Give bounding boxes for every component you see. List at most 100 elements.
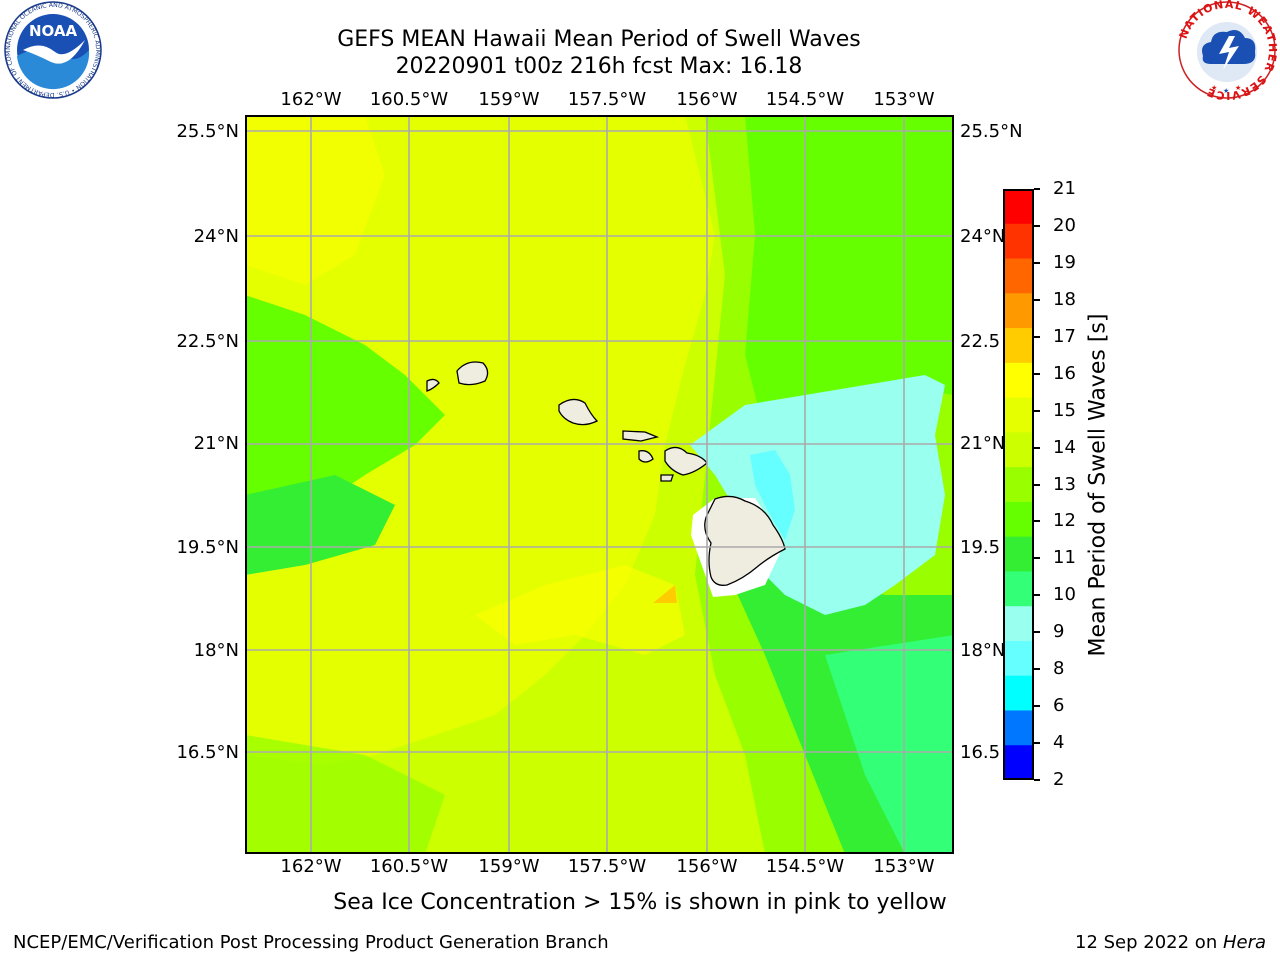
colorbar-tick-label: 21 <box>1053 178 1076 199</box>
colorbar-tick-mark <box>1034 520 1040 523</box>
island-hawaii <box>704 495 786 586</box>
lon-label-bottom: 156°W <box>676 856 738 877</box>
noaa-logo: NATIONAL OCEANIC AND ATMOSPHERIC ADMINIS… <box>0 0 103 100</box>
colorbar-tick-mark <box>1034 335 1040 338</box>
nws-logo: NATIONAL WEATHER SERVICE ★ ★ ★ <box>1177 0 1278 102</box>
lon-label-top: 160.5°W <box>369 89 449 110</box>
colorbar-tick-mark <box>1034 261 1040 264</box>
colorbar-tick-label: 4 <box>1053 732 1065 754</box>
colorbar-tick-mark <box>1034 372 1040 375</box>
colorbar-swatches <box>1003 189 1034 781</box>
colorbar-tick-mark <box>1034 298 1040 301</box>
colorbar-swatch <box>1003 745 1034 781</box>
colorbar-tick-label: 19 <box>1053 251 1076 273</box>
lat-label-left: 25.5°N <box>176 121 239 142</box>
colorbar-tick-label: 14 <box>1053 436 1076 458</box>
island-lanai <box>638 450 654 463</box>
colorbar-tick-mark <box>1034 668 1040 671</box>
sea-ice-caption: Sea Ice Concentration > 15% is shown in … <box>333 890 947 915</box>
colorbar-swatch <box>1003 362 1034 399</box>
colorbar-tick-label: 11 <box>1053 547 1076 569</box>
lat-label-left: 22.5°N <box>176 331 239 352</box>
lat-label-right: 18°N <box>960 640 1006 661</box>
colorbar-swatch <box>1003 606 1034 642</box>
lon-label-top: 162°W <box>280 89 342 110</box>
colorbar-swatch <box>1003 467 1034 503</box>
lon-label-bottom: 153°W <box>873 856 935 877</box>
lat-label-left: 16.5°N <box>176 742 239 763</box>
colorbar-swatch <box>1003 640 1034 677</box>
lat-label-left: 21°N <box>193 433 239 454</box>
lat-label-right: 25.5°N <box>960 121 1023 142</box>
field-11-12-northeast <box>745 115 954 435</box>
chart-subtitle: 20220901 t00z 216h fcst Max: 16.18 <box>395 54 803 79</box>
field-16-17 <box>653 585 677 603</box>
colorbar-tick-mark <box>1034 446 1040 449</box>
colorbar-frame <box>1003 189 1034 780</box>
colorbar-tick-mark <box>1034 188 1040 190</box>
colorbar-tick-mark <box>1034 483 1040 486</box>
colorbar-tick-mark <box>1034 409 1040 412</box>
lon-label-top: 156°W <box>676 89 738 110</box>
field-15-16 <box>245 115 385 285</box>
colorbar-tick-mark <box>1034 224 1040 227</box>
svg-text:★: ★ <box>1235 84 1241 92</box>
lat-label-right: 21°N <box>960 433 1006 454</box>
chart-title: GEFS MEAN Hawaii Mean Period of Swell Wa… <box>337 27 861 52</box>
lon-label-bottom: 154.5°W <box>765 856 845 877</box>
lon-label-bottom: 160.5°W <box>369 856 449 877</box>
colorbar-tick-label: 18 <box>1053 288 1076 310</box>
lat-label-right: 16.5 <box>960 742 1001 763</box>
island-kauai <box>456 361 489 386</box>
lon-label-top: 153°W <box>873 89 935 110</box>
colorbar-tick-label: 9 <box>1053 621 1065 643</box>
colorbar-tick-mark <box>1034 631 1040 634</box>
colorbar-tick-label: 17 <box>1053 325 1076 347</box>
lon-label-bottom: 157.5°W <box>567 856 647 877</box>
colorbar-swatch <box>1003 328 1034 364</box>
lon-label-bottom: 159°W <box>478 856 540 877</box>
lon-label-top: 157.5°W <box>567 89 647 110</box>
lat-label-right: 19.5 <box>960 537 1001 558</box>
island-niihau <box>426 378 440 392</box>
island-kahoolawe <box>660 474 674 482</box>
graticule <box>245 115 954 854</box>
lon-label-top: 154.5°W <box>765 89 845 110</box>
lat-label-right: 22.5 <box>960 331 1001 352</box>
colorbar-tick-mark <box>1034 557 1040 560</box>
field-11-12-west <box>245 295 445 535</box>
colorbar-tick-mark <box>1034 594 1040 597</box>
footer-date: 12 Sep 2022 on Hera <box>1075 932 1266 953</box>
colorbar-tick-mark <box>1034 705 1040 708</box>
island-molokai <box>622 430 660 442</box>
map-panel <box>245 115 954 854</box>
colorbar-tick-label: 15 <box>1053 399 1076 421</box>
svg-text:★: ★ <box>1211 84 1217 92</box>
colorbar-swatch <box>1003 501 1034 538</box>
footer-credit: NCEP/EMC/Verification Post Processing Pr… <box>13 932 609 953</box>
colorbar-swatch <box>1003 432 1034 468</box>
colorbar-swatch <box>1003 293 1034 329</box>
map-frame <box>245 115 954 854</box>
colorbar-tick-mark <box>1034 742 1040 745</box>
footer-machine: Hera <box>1222 932 1266 953</box>
colorbar-tick-mark <box>1034 779 1040 781</box>
colorbar-tick-label: 2 <box>1053 769 1065 790</box>
colorbar-swatch <box>1003 223 1034 260</box>
field-10-11-west <box>245 475 395 575</box>
lon-label-top: 159°W <box>478 89 540 110</box>
field-12-13-southwest <box>245 735 445 854</box>
island-oahu <box>558 398 599 426</box>
swell-period-map <box>245 115 954 854</box>
field-10-11-far-southeast <box>825 635 954 854</box>
colorbar-tick-label: 20 <box>1053 214 1076 236</box>
lat-label-left: 19.5°N <box>176 537 239 558</box>
colorbar-swatch <box>1003 536 1034 572</box>
colorbar-swatch <box>1003 675 1034 711</box>
lat-label-left: 18°N <box>193 640 239 661</box>
svg-text:NOAA: NOAA <box>29 22 78 40</box>
colorbar-swatch <box>1003 258 1034 294</box>
field-8-9 <box>750 450 795 540</box>
svg-text:★: ★ <box>1223 87 1229 95</box>
colorbar-swatch <box>1003 710 1034 746</box>
